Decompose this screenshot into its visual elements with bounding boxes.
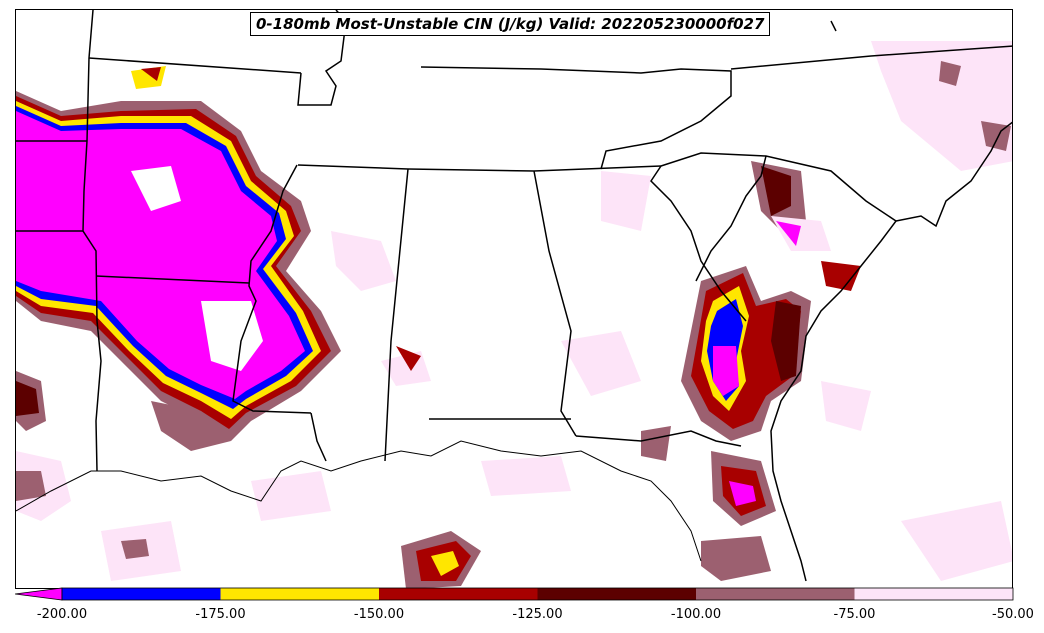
colorbar-bin-5 bbox=[854, 588, 1013, 600]
map-title: 0-180mb Most-Unstable CIN (J/kg) Valid: … bbox=[250, 12, 771, 36]
colorbar-tick-label: -50.00 bbox=[992, 607, 1034, 622]
gulf-coastline bbox=[16, 440, 702, 562]
colorbar-bin-0 bbox=[62, 588, 221, 600]
colorbar-tick-label: -100.00 bbox=[670, 607, 722, 622]
colorbar-bin-3 bbox=[537, 588, 696, 600]
colorbar-tick-label: -175.00 bbox=[195, 607, 246, 622]
colorbar-outline bbox=[61, 587, 1014, 601]
colorbar-bin-2 bbox=[379, 588, 538, 600]
colorbar-tick-label: -200.00 bbox=[36, 607, 88, 622]
cin-shading bbox=[16, 41, 1012, 588]
colorbar-strip bbox=[15, 587, 1014, 601]
colorbar-bin-4 bbox=[696, 588, 855, 600]
colorbar-extend-triangle bbox=[15, 587, 63, 601]
cin-map bbox=[16, 10, 1012, 588]
colorbar-tick-label: -125.00 bbox=[512, 607, 563, 622]
map-panel bbox=[15, 9, 1013, 589]
state-boundaries bbox=[16, 10, 1012, 582]
colorbar-bin-1 bbox=[220, 588, 379, 600]
colorbar-tick-label: -75.00 bbox=[833, 607, 876, 622]
colorbar-tick-label: -150.00 bbox=[353, 607, 405, 622]
